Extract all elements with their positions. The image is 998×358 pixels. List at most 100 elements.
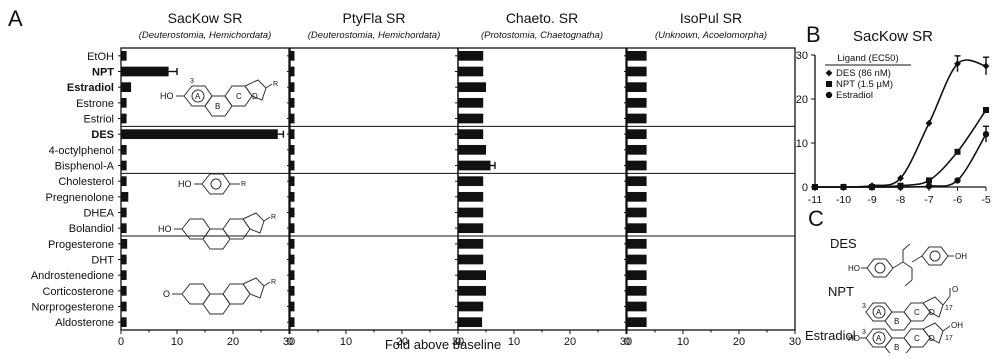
panel-title: Chaeto. SR bbox=[506, 10, 578, 26]
oxo-label: O bbox=[163, 289, 170, 299]
bar-panel: PtyFla SR (Deuterostomia, Hemichordata) 0 1… bbox=[287, 10, 464, 348]
ring-c-label: C bbox=[914, 334, 920, 343]
bar bbox=[290, 176, 295, 187]
dose-response-plot: 0 10 20 30 -11 -10 -9 -8 -7 -6 -5 Ligand (EC50) DES … bbox=[796, 50, 991, 206]
compound-label: EtOH bbox=[87, 51, 114, 63]
bar bbox=[458, 160, 491, 171]
bar bbox=[290, 160, 295, 171]
data-point bbox=[826, 81, 832, 87]
bar bbox=[290, 317, 295, 328]
sterol-structure-inset: HO R bbox=[158, 212, 276, 250]
data-point bbox=[897, 174, 904, 182]
bar bbox=[121, 238, 128, 249]
y-tick-label: 20 bbox=[796, 94, 808, 106]
legend-title: Ligand (EC50) bbox=[837, 53, 898, 64]
bar bbox=[121, 176, 127, 187]
data-point bbox=[868, 183, 876, 191]
compound-label: DES bbox=[91, 129, 114, 141]
bar bbox=[121, 191, 129, 202]
compound-label: Corticosterone bbox=[42, 286, 114, 298]
panel-subtitle: (Deuterostomia, Hemichordata) bbox=[308, 30, 441, 41]
bar bbox=[290, 223, 295, 234]
des-structure-label: DES bbox=[830, 236, 857, 251]
bar bbox=[458, 238, 484, 249]
bar bbox=[458, 82, 486, 93]
bar bbox=[458, 176, 484, 187]
bar bbox=[121, 144, 127, 155]
bar bbox=[290, 301, 295, 312]
x-tick-label: 30 bbox=[283, 336, 295, 348]
r-group-label: R bbox=[273, 81, 278, 88]
x-tick-label: 10 bbox=[677, 336, 689, 348]
ring-b-label: B bbox=[894, 343, 899, 352]
bar bbox=[458, 301, 484, 312]
bar bbox=[290, 270, 295, 281]
bar bbox=[627, 50, 647, 61]
bar bbox=[290, 82, 295, 93]
data-point bbox=[840, 183, 847, 191]
compound-label: Bisphenol-A bbox=[55, 161, 115, 173]
data-point bbox=[983, 107, 989, 113]
bar bbox=[290, 66, 295, 77]
bar bbox=[121, 285, 127, 296]
panel-title: SacKow SR bbox=[168, 10, 243, 26]
x-tick-label: 20 bbox=[396, 336, 408, 348]
compound-label: Estrone bbox=[76, 98, 114, 110]
x-tick-label: 10 bbox=[508, 336, 520, 348]
x-tick-label: 20 bbox=[733, 336, 745, 348]
bar bbox=[121, 270, 127, 281]
compound-label: Norprogesterone bbox=[31, 302, 114, 314]
bar bbox=[458, 129, 484, 140]
x-tick-label: -10 bbox=[836, 194, 851, 206]
bar bbox=[290, 238, 295, 249]
bar bbox=[121, 254, 127, 265]
x-tick-label: 30 bbox=[620, 336, 632, 348]
ring-a-label: A bbox=[876, 308, 882, 317]
bar bbox=[627, 176, 647, 187]
bar bbox=[290, 207, 295, 218]
panel-title: PtyFla SR bbox=[342, 10, 405, 26]
data-point bbox=[954, 60, 961, 68]
hydroxy-label: HO bbox=[848, 334, 860, 343]
bar bbox=[290, 191, 295, 202]
c3-label: 3 bbox=[190, 78, 194, 85]
panel-label-a: A bbox=[8, 6, 23, 31]
compound-label: NPT bbox=[92, 67, 114, 79]
bar bbox=[121, 301, 127, 312]
data-point bbox=[897, 183, 904, 191]
data-point bbox=[954, 177, 961, 184]
bar bbox=[458, 285, 486, 296]
ring-c-label: C bbox=[236, 92, 242, 101]
bar bbox=[290, 254, 295, 265]
bar bbox=[121, 66, 169, 77]
keto-steroid-structure-inset: O R bbox=[163, 277, 276, 315]
bar bbox=[121, 207, 127, 218]
compound-label: Pregnenolone bbox=[45, 192, 114, 204]
x-tick-label: 0 bbox=[118, 336, 124, 348]
data-point bbox=[926, 177, 932, 184]
hydroxy-label: HO bbox=[848, 264, 860, 273]
c17-label: 17 bbox=[945, 335, 953, 342]
bar bbox=[458, 254, 484, 265]
bar bbox=[627, 301, 647, 312]
bar-panel: IsoPul SR (Unknown, Acoelomorpha) 0 10 20 30 bbox=[624, 10, 801, 348]
hydroxy-label: HO bbox=[160, 91, 174, 101]
series: Estradiol bbox=[811, 90, 990, 191]
bar bbox=[458, 144, 486, 155]
legend-entry: DES (86 nM) bbox=[836, 68, 891, 79]
compound-label: DHT bbox=[91, 255, 114, 267]
compound-label: Bolandiol bbox=[69, 223, 114, 235]
bar bbox=[627, 238, 647, 249]
compound-label: Estradiol bbox=[67, 82, 114, 94]
bar bbox=[627, 223, 647, 234]
phenol-structure-inset: HO R bbox=[178, 173, 246, 195]
ring-c-label: C bbox=[914, 308, 920, 317]
x-tick-label: -7 bbox=[924, 194, 933, 206]
x-tick-label: 20 bbox=[227, 336, 239, 348]
bar bbox=[121, 223, 127, 234]
bar bbox=[290, 50, 295, 61]
bar bbox=[458, 317, 483, 328]
bar bbox=[627, 113, 647, 124]
x-tick-label: 30 bbox=[789, 336, 801, 348]
c3-label: 3 bbox=[862, 329, 866, 336]
